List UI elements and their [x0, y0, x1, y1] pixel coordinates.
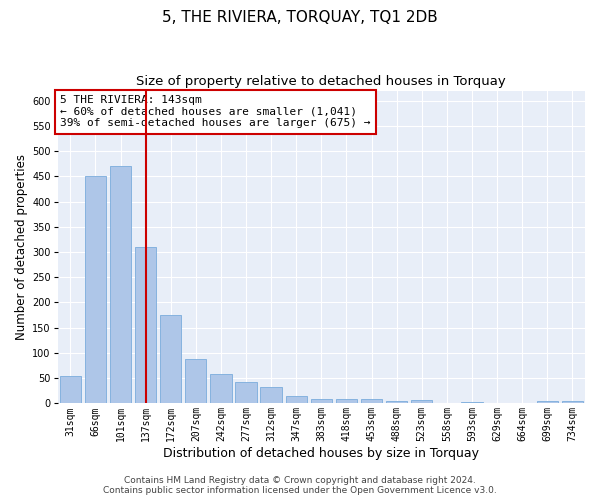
Text: 5, THE RIVIERA, TORQUAY, TQ1 2DB: 5, THE RIVIERA, TORQUAY, TQ1 2DB [162, 10, 438, 25]
X-axis label: Distribution of detached houses by size in Torquay: Distribution of detached houses by size … [163, 447, 479, 460]
Bar [386, 402, 407, 404]
Bar [536, 401, 558, 404]
Bar [160, 315, 181, 404]
Bar [411, 400, 433, 404]
Bar [59, 376, 81, 404]
Bar [361, 400, 382, 404]
Text: Contains HM Land Registry data © Crown copyright and database right 2024.
Contai: Contains HM Land Registry data © Crown c… [103, 476, 497, 495]
Bar [487, 403, 508, 404]
Bar [110, 166, 131, 404]
Bar [260, 388, 282, 404]
Bar [562, 402, 583, 404]
Bar [85, 176, 106, 404]
Bar [235, 382, 257, 404]
Bar [461, 402, 482, 404]
Bar [185, 359, 206, 404]
Text: 5 THE RIVIERA: 143sqm
← 60% of detached houses are smaller (1,041)
39% of semi-d: 5 THE RIVIERA: 143sqm ← 60% of detached … [61, 95, 371, 128]
Bar [336, 399, 357, 404]
Title: Size of property relative to detached houses in Torquay: Size of property relative to detached ho… [136, 75, 506, 88]
Y-axis label: Number of detached properties: Number of detached properties [15, 154, 28, 340]
Bar [135, 247, 156, 404]
Bar [311, 400, 332, 404]
Bar [210, 374, 232, 404]
Bar [286, 396, 307, 404]
